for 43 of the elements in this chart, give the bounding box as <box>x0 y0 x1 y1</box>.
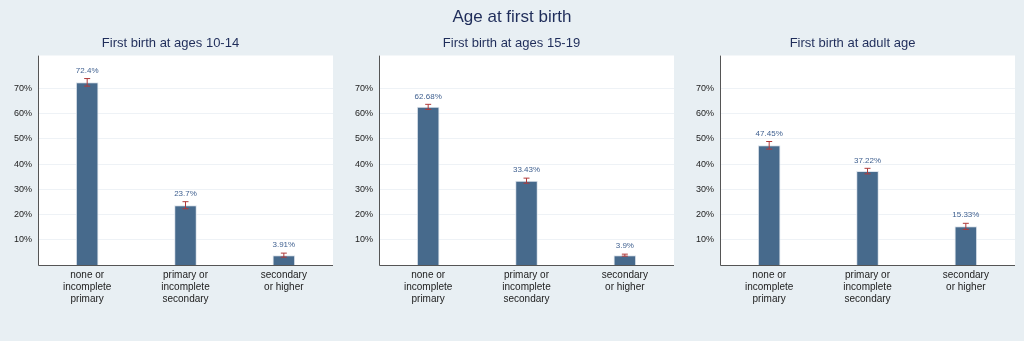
x-tick-label: secondary or higher <box>942 268 989 292</box>
chart-title: First birth at ages 15-19 <box>442 35 581 51</box>
chart-title: First birth at ages 10-14 <box>101 35 240 51</box>
y-tick-label: 60% <box>696 108 715 119</box>
x-tick-label: none or incomplete primary <box>63 268 112 304</box>
data-label: 47.45% <box>755 128 783 138</box>
y-tick-label: 30% <box>696 183 715 194</box>
x-tick-label: primary or incomplete secondary <box>502 268 552 304</box>
y-tick-label: 40% <box>696 158 715 169</box>
x-tick-label: secondary or higher <box>260 268 307 292</box>
y-tick-label: 60% <box>14 108 33 119</box>
data-label: 62.68% <box>414 91 442 101</box>
y-tick-label: 70% <box>355 82 374 93</box>
x-tick-label: secondary or higher <box>601 268 648 292</box>
y-tick-label: 20% <box>14 209 33 220</box>
y-tick-label: 50% <box>355 133 374 144</box>
x-tick-label: none or incomplete primary <box>745 268 794 304</box>
y-tick-label: 40% <box>14 158 33 169</box>
y-tick-label: 10% <box>14 234 33 245</box>
y-tick-label: 60% <box>355 108 374 119</box>
y-tick-label: 10% <box>696 234 715 245</box>
y-tick-label: 50% <box>696 133 715 144</box>
x-tick-label: primary or incomplete secondary <box>843 268 893 304</box>
data-label: 15.33% <box>952 210 980 220</box>
data-label: 23.7% <box>174 188 197 198</box>
data-label: 3.9% <box>615 241 634 251</box>
y-tick-label: 40% <box>355 158 374 169</box>
data-label: 72.4% <box>75 65 99 75</box>
y-tick-label: 20% <box>355 209 374 220</box>
data-label: 37.22% <box>853 155 882 165</box>
y-tick-label: 30% <box>14 183 33 194</box>
y-tick-label: 30% <box>355 183 374 194</box>
y-tick-label: 10% <box>355 234 374 245</box>
x-tick-label: none or incomplete primary <box>404 268 453 304</box>
y-tick-label: 70% <box>14 82 33 93</box>
chart-title: First birth at adult age <box>789 35 916 51</box>
text: Age at first birth <box>451 6 573 28</box>
x-tick-label: primary or incomplete secondary <box>161 268 211 304</box>
y-tick-label: 20% <box>696 209 715 220</box>
y-tick-label: 50% <box>14 133 33 144</box>
y-tick-label: 70% <box>696 82 715 93</box>
data-label: 3.91% <box>272 240 296 250</box>
data-label: 33.43% <box>512 165 541 175</box>
